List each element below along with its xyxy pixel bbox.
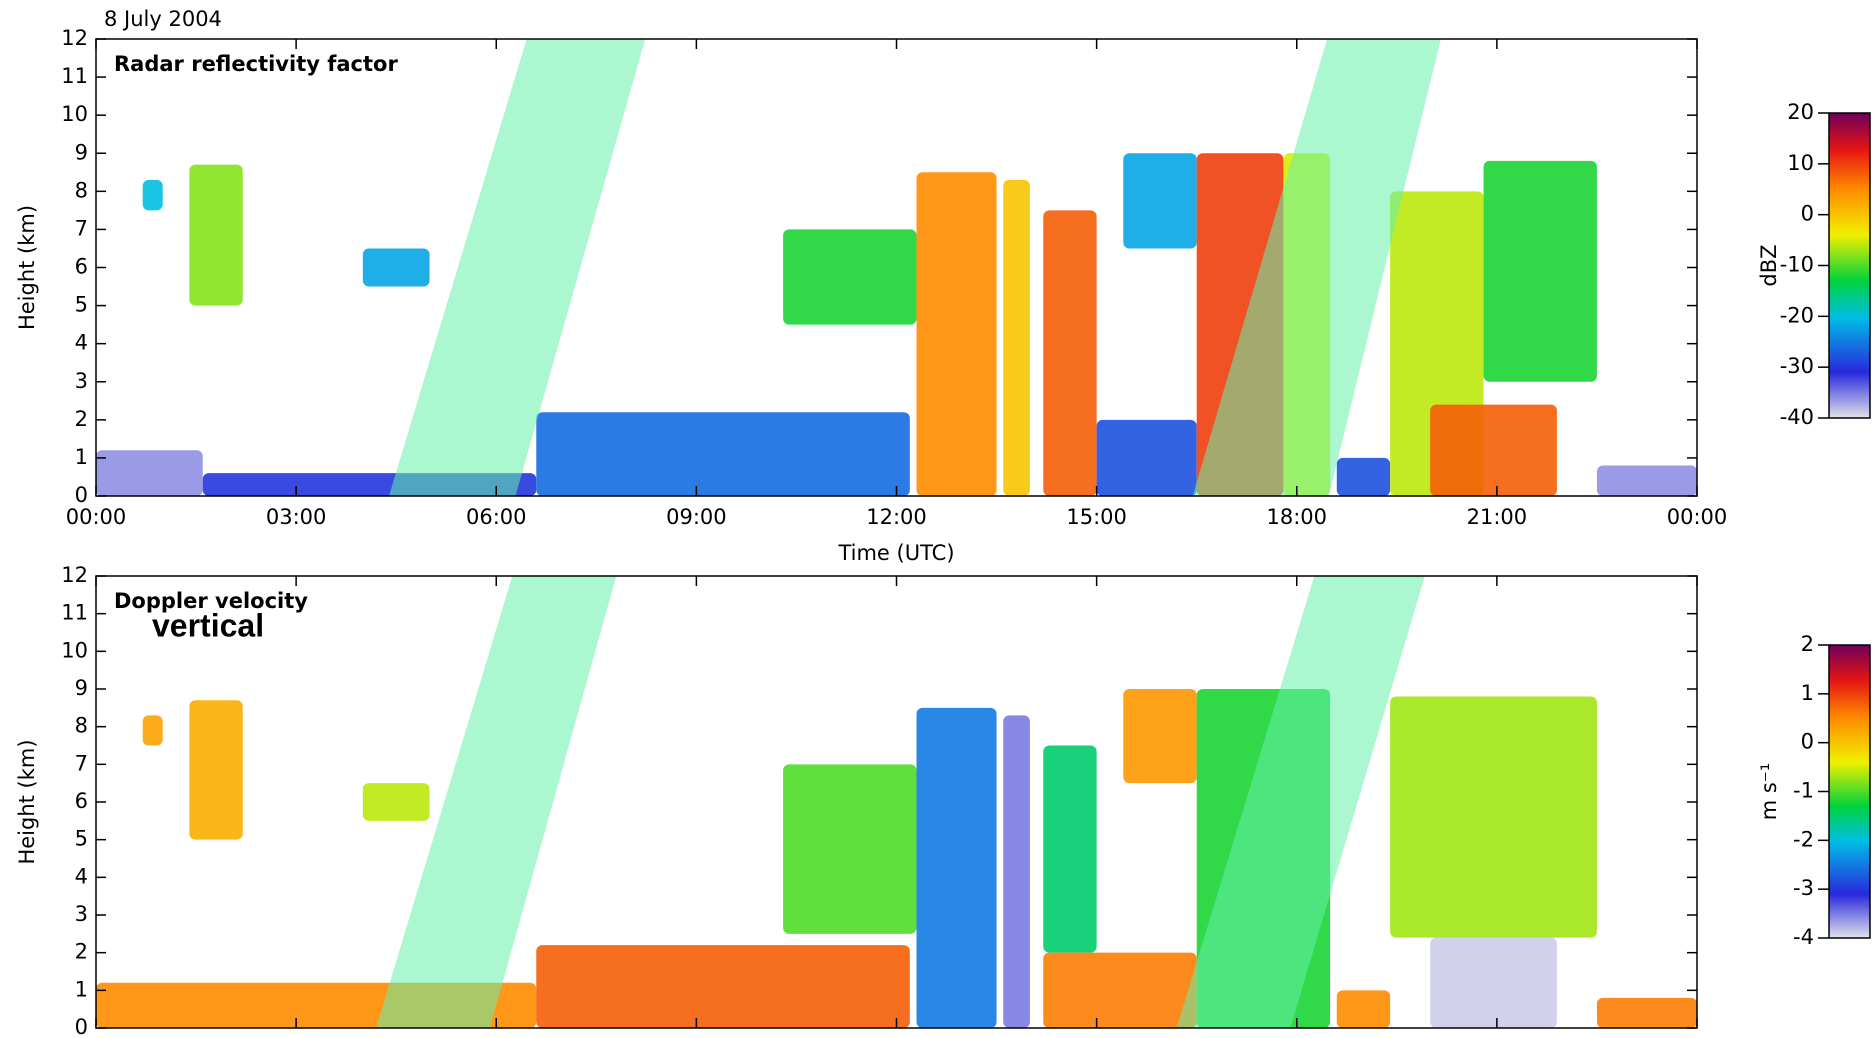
echo-cell: [189, 164, 243, 306]
x-axis-label: Time (UTC): [837, 541, 954, 565]
echo-cell: [362, 783, 430, 821]
x-tick-label: 21:00: [1467, 505, 1528, 529]
colorbar-tick-label: 20: [1787, 100, 1814, 124]
colorbar-tick-label: -30: [1780, 354, 1814, 378]
y-tick-label: 5: [75, 293, 88, 317]
swath-band: [388, 39, 646, 496]
colorbar-tick-label: -4: [1793, 925, 1814, 949]
y-tick-label: 4: [75, 331, 88, 355]
echo-cell: [1430, 404, 1557, 496]
echo-cell: [783, 229, 917, 325]
y-tick-label: 8: [75, 178, 88, 202]
echo-cell: [1483, 160, 1597, 382]
x-tick-label: 03:00: [266, 505, 327, 529]
echo-cell: [1336, 457, 1391, 496]
colorbar-tick-label: 0: [1801, 202, 1814, 226]
echo-cell: [1003, 179, 1030, 497]
y-tick-label: 1: [75, 977, 88, 1001]
y-tick-label: 6: [75, 789, 88, 813]
colorbar-tick-label: 10: [1787, 151, 1814, 175]
y-tick-label: 2: [75, 407, 88, 431]
y-tick-label: 10: [61, 102, 88, 126]
date-title: 8 July 2004: [104, 7, 222, 31]
colorbar: [1828, 644, 1871, 939]
echo-cell: [362, 248, 430, 287]
panel-title: Radar reflectivity factor: [114, 52, 398, 76]
y-axis-label: Height (km): [15, 205, 39, 330]
x-tick-label: 00:00: [66, 505, 127, 529]
x-tick-label: 00:00: [1667, 505, 1728, 529]
y-tick-label: 6: [75, 255, 88, 279]
y-tick-label: 11: [61, 64, 88, 88]
x-tick-label: 06:00: [466, 505, 527, 529]
colorbar-tick-label: -1: [1793, 779, 1814, 803]
echo-cell: [1043, 952, 1197, 1028]
annotation: vertical: [152, 607, 264, 643]
swath-band: [376, 576, 617, 1028]
echo-cell: [1096, 419, 1197, 496]
echo-cell: [1390, 696, 1597, 938]
y-tick-label: 9: [75, 140, 88, 164]
colorbar-tick-label: -2: [1793, 827, 1814, 851]
swath-band: [1176, 576, 1425, 1028]
x-tick-label: 12:00: [866, 505, 927, 529]
colorbar-tick-label: 1: [1801, 681, 1814, 705]
echo-cell: [1003, 715, 1030, 1028]
colorbar-tick-label: 2: [1801, 632, 1814, 656]
y-tick-label: 9: [75, 676, 88, 700]
echo-cell: [142, 715, 163, 746]
echo-cell: [1336, 990, 1391, 1028]
colorbar-tick-label: 0: [1801, 730, 1814, 754]
colorbar-label: m s⁻¹: [1757, 763, 1781, 821]
echo-cell: [1043, 210, 1097, 496]
y-tick-label: 3: [75, 902, 88, 926]
swath-band: [1192, 39, 1441, 496]
echo-cell: [1430, 937, 1557, 1028]
echo-cell: [96, 450, 203, 496]
y-tick-label: 4: [75, 864, 88, 888]
colorbar: [1828, 112, 1871, 419]
y-tick-label: 7: [75, 216, 88, 240]
y-axis-label: Height (km): [15, 739, 39, 864]
y-tick-label: 2: [75, 940, 88, 964]
colorbar-tick-label: -40: [1780, 405, 1814, 429]
echo-cell: [1043, 745, 1097, 953]
y-tick-label: 12: [61, 563, 88, 587]
y-tick-label: 7: [75, 751, 88, 775]
x-tick-label: 18:00: [1266, 505, 1327, 529]
x-tick-label: 09:00: [666, 505, 727, 529]
panel-title: Doppler velocity: [114, 589, 308, 613]
echo-cell: [536, 412, 910, 496]
colorbar-tick-label: -10: [1780, 253, 1814, 277]
echo-cell: [536, 945, 910, 1028]
colorbar-label: dBZ: [1757, 244, 1781, 286]
echo-cell: [916, 707, 997, 1028]
echo-cell: [1596, 997, 1697, 1028]
echo-cell: [783, 764, 917, 934]
y-tick-label: 11: [61, 601, 88, 625]
echo-cell: [1123, 689, 1197, 784]
y-tick-label: 0: [75, 483, 88, 507]
y-tick-label: 10: [61, 638, 88, 662]
y-tick-label: 1: [75, 445, 88, 469]
x-tick-label: 15:00: [1066, 505, 1127, 529]
colorbar-tick-label: -20: [1780, 303, 1814, 327]
y-tick-label: 3: [75, 369, 88, 393]
y-tick-label: 0: [75, 1015, 88, 1038]
y-tick-label: 8: [75, 714, 88, 738]
y-tick-label: 5: [75, 827, 88, 851]
echo-cell: [1123, 153, 1197, 249]
y-tick-label: 12: [61, 26, 88, 50]
echo-cell: [189, 700, 243, 840]
colorbar-tick-label: -3: [1793, 876, 1814, 900]
echo-cell: [142, 179, 163, 211]
echo-cell: [916, 172, 997, 496]
echo-cell: [1596, 465, 1697, 496]
